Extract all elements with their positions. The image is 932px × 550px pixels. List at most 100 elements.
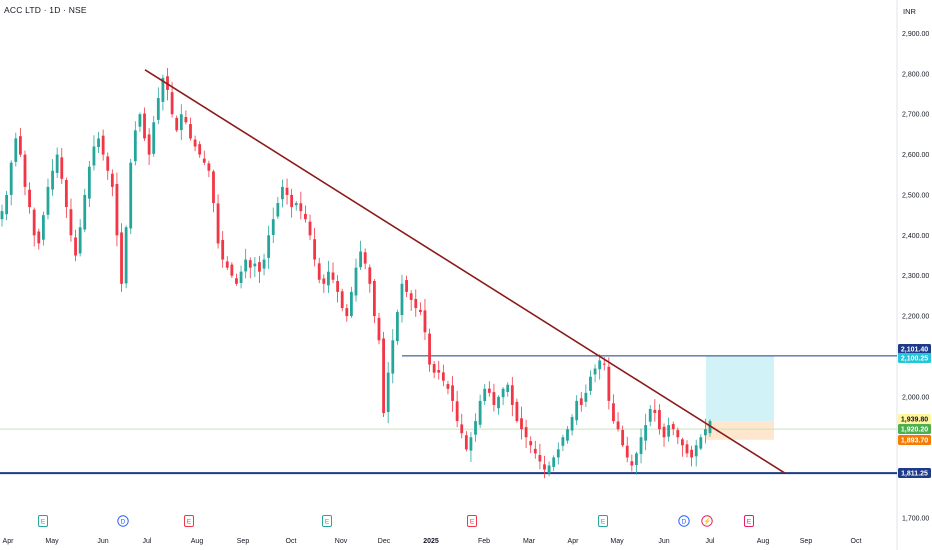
event-badge-label: D [121, 518, 126, 525]
candle-body [570, 417, 574, 431]
candle-body [552, 457, 556, 467]
candle-body [110, 173, 114, 187]
candle-body [432, 364, 436, 373]
candles [0, 67, 712, 479]
candle-body [74, 237, 77, 256]
candle-body [492, 392, 496, 405]
candle-body [83, 194, 87, 230]
candle-body [202, 158, 206, 163]
candle-body [248, 260, 252, 268]
candle-body [451, 385, 454, 401]
x-tick-label: Nov [335, 538, 348, 545]
candle-body [506, 384, 510, 393]
candle-body [561, 437, 565, 446]
candle-body [547, 465, 551, 474]
x-tick-label: Dec [378, 538, 391, 545]
x-tick-label: Oct [286, 538, 297, 545]
candle-body [455, 401, 459, 422]
event-badge [598, 515, 608, 527]
candle-body [579, 398, 583, 405]
candle-body [520, 418, 523, 430]
candle-body [478, 400, 482, 425]
candle-body [345, 308, 349, 317]
event-markers[interactable]: E D E E E E D ⚡ E [38, 515, 754, 527]
event-badge [678, 515, 690, 527]
candle-body [37, 231, 41, 244]
candle-body [221, 239, 225, 260]
x-tick-label: Jun [97, 538, 108, 545]
horizontal-levels[interactable] [0, 355, 897, 475]
descending-trendline [144, 69, 786, 474]
candle-body [423, 310, 427, 333]
trendline[interactable] [144, 69, 786, 474]
candle-body [281, 186, 284, 200]
candle-body [575, 400, 579, 421]
candle-body [285, 187, 289, 195]
candle-body [78, 227, 82, 254]
candle-body [55, 154, 59, 173]
candle-body [464, 435, 468, 450]
candle-body [598, 360, 602, 370]
y-tick-label: 2,400.00 [902, 233, 929, 240]
x-tick-label: Mar [523, 538, 536, 545]
candle-body [566, 429, 569, 441]
candle-body [143, 113, 146, 139]
candle-body [524, 427, 528, 438]
event-badge [184, 515, 194, 527]
price-axis: 2,900.00 2,800.00 2,700.00 2,600.00 2,500.00… [902, 31, 929, 523]
event-badge [467, 515, 477, 527]
candle-body [414, 298, 418, 309]
x-tick-label: May [45, 538, 59, 545]
event-badge-label: D [682, 518, 687, 525]
candle-body [441, 372, 445, 381]
x-tick-label: Jul [143, 538, 152, 545]
candle-body [230, 264, 234, 276]
x-tick-label: Aug [757, 538, 770, 545]
candle-body [101, 135, 105, 155]
candle-body [212, 171, 215, 204]
y-tick-label: 2,500.00 [902, 192, 929, 199]
candle-body [189, 124, 192, 139]
candle-body [175, 117, 179, 131]
x-tick-label: 2025 [423, 538, 439, 545]
candle-body [391, 340, 395, 374]
candle-body [671, 424, 675, 430]
candle-body [446, 384, 450, 389]
candle-body [198, 144, 202, 155]
position-tool[interactable] [0, 356, 897, 440]
candle-body [644, 425, 648, 441]
candle-body [487, 388, 491, 393]
candle-body [317, 263, 321, 280]
event-badge-label: ⚡ [703, 517, 711, 525]
candle-body [589, 376, 592, 391]
candle-body [23, 154, 27, 187]
candle-body [681, 439, 684, 446]
candle-body [138, 114, 142, 127]
event-badge-label: E [41, 518, 46, 525]
candle-body [41, 215, 45, 240]
candle-body [5, 194, 8, 215]
candle-body [368, 267, 372, 284]
price-tag [898, 424, 931, 434]
event-badge [38, 515, 48, 527]
y-tick-label: 2,800.00 [902, 71, 929, 78]
candle-body [299, 203, 303, 212]
candle-body [18, 136, 22, 155]
price-tag [898, 353, 931, 363]
candle-body [529, 441, 533, 446]
candle-body [704, 429, 707, 436]
candle-body [363, 252, 367, 264]
event-badge-label: E [747, 518, 752, 525]
candle-body [304, 213, 307, 220]
price-tag-label: 1,939.80 [901, 417, 928, 424]
event-badge-label: E [325, 518, 330, 525]
candle-body [115, 183, 119, 236]
y-tick-label: 2,200.00 [902, 314, 929, 321]
candle-body [331, 272, 335, 280]
event-badge [701, 515, 713, 527]
candle-body [294, 203, 298, 206]
candle-body [556, 449, 560, 458]
candle-body [267, 235, 271, 258]
x-tick-label: Sep [800, 538, 813, 545]
